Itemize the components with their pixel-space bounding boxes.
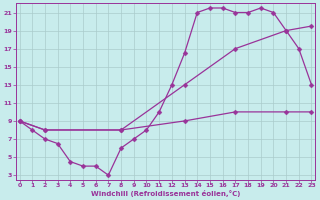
X-axis label: Windchill (Refroidissement éolien,°C): Windchill (Refroidissement éolien,°C) xyxy=(91,190,240,197)
